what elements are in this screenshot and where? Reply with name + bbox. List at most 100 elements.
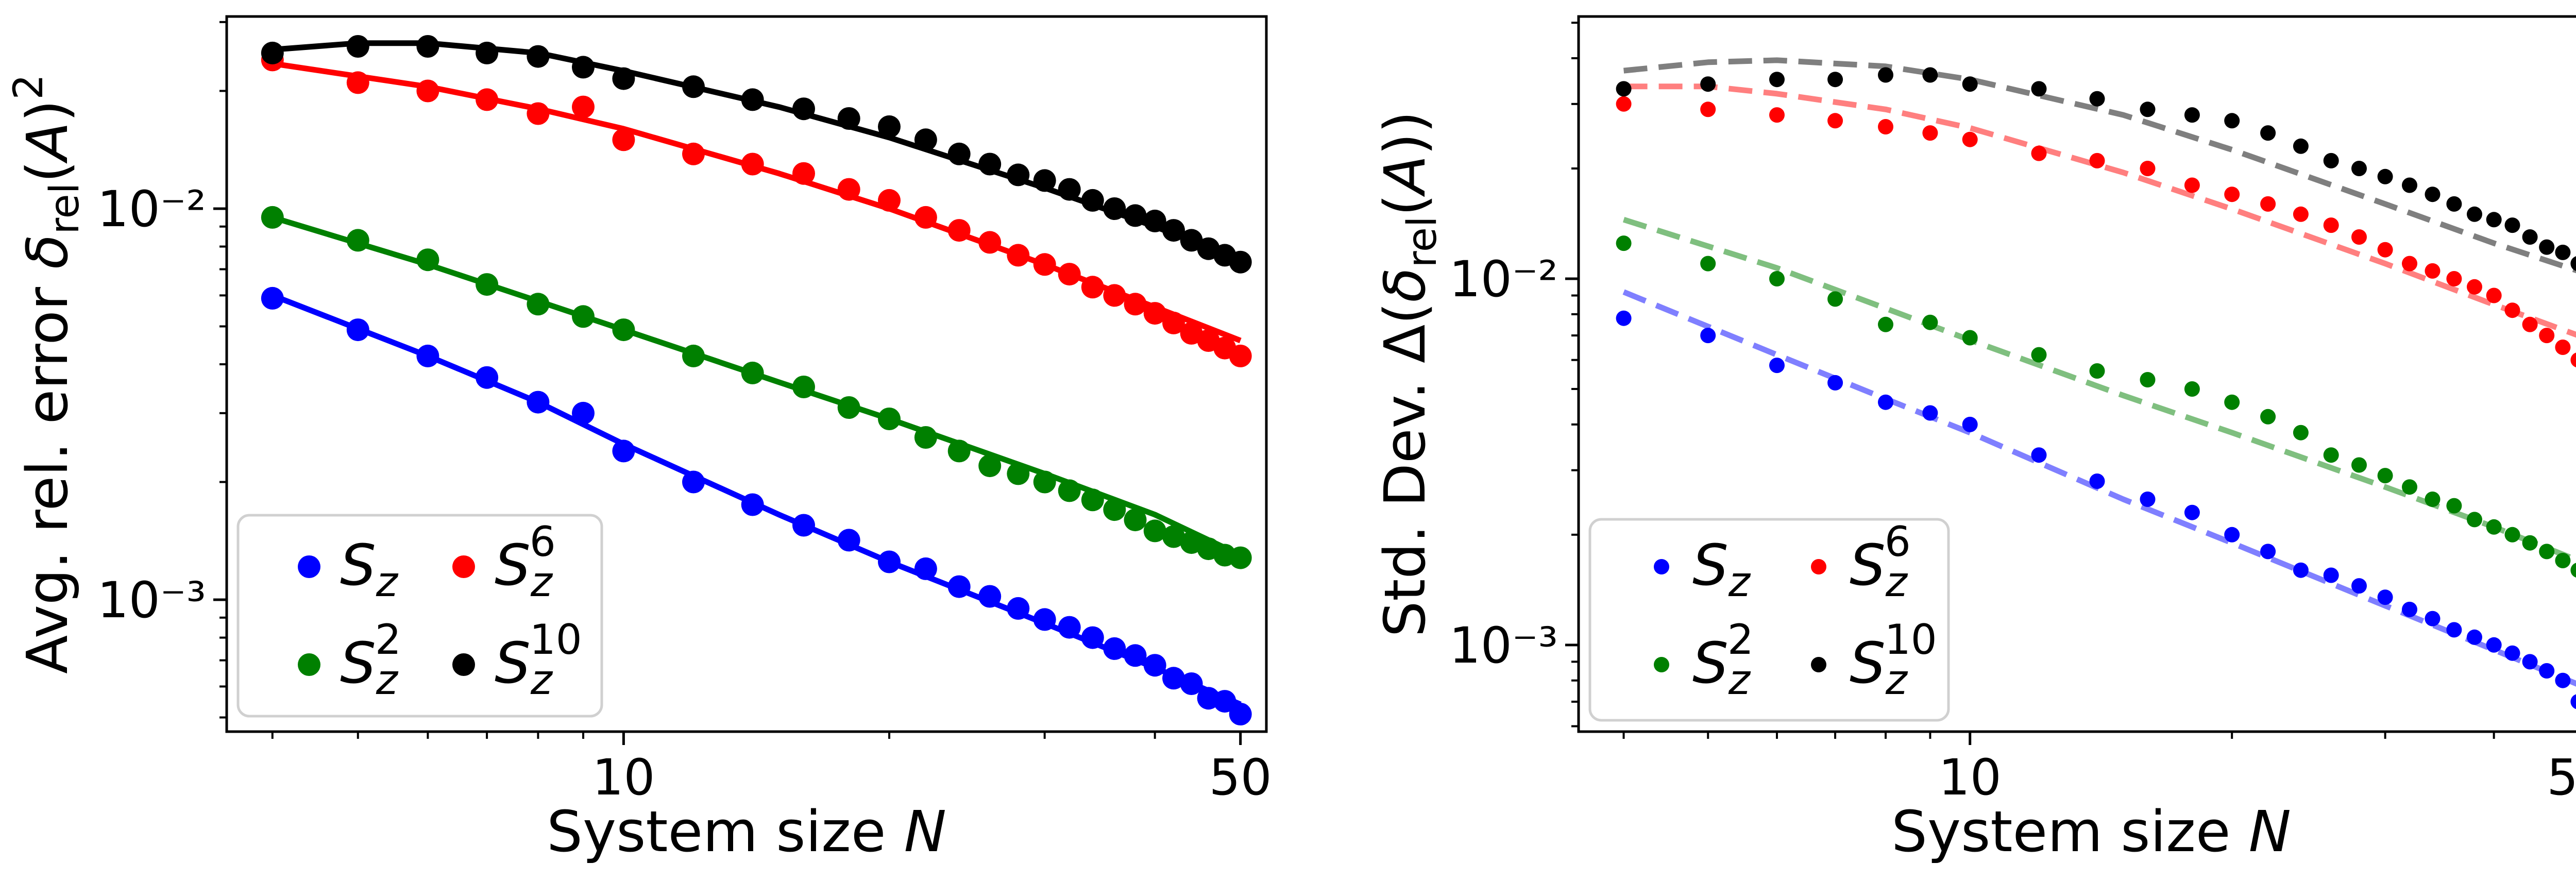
left-point-sz6 (878, 189, 901, 212)
left-point-sz10 (682, 75, 705, 98)
right-legend-label-sz6: Sz6 (1850, 518, 1911, 606)
left-point-sz (1103, 637, 1126, 660)
right-point-sz10 (1962, 76, 1978, 92)
left-y-axis-title-text: Avg. rel. error (14, 269, 80, 674)
right-point-sz (2570, 694, 2576, 709)
left-panel: 10 50 10⁻³ 10⁻² System size N Avg. rel. err… (6, 15, 1272, 865)
left-legend-marker-sz10 (452, 653, 475, 676)
left-point-sz10 (612, 67, 635, 90)
left-point-sz2 (792, 376, 815, 398)
right-point-sz10 (2467, 206, 2482, 222)
left-point-sz10 (527, 45, 550, 68)
left-point-sz (978, 585, 1002, 608)
right-point-sz10 (2377, 168, 2393, 184)
right-point-sz10 (2555, 244, 2571, 260)
left-legend-box (236, 514, 603, 718)
right-fit-line-sz (1622, 289, 2576, 687)
left-point-sz (1229, 703, 1252, 725)
right-point-sz6 (2089, 153, 2105, 168)
right-legend-box (1588, 518, 1950, 722)
right-point-sz2 (2089, 363, 2105, 379)
right-point-sz (2539, 663, 2555, 679)
left-point-sz2 (346, 229, 369, 252)
left-point-sz6 (914, 206, 937, 229)
right-legend-marker-sz6 (1811, 559, 1826, 574)
right-point-sz (2425, 611, 2441, 627)
right-point-sz10 (2323, 153, 2339, 168)
left-point-sz2 (1103, 498, 1126, 521)
right-point-sz10 (1922, 67, 1938, 83)
right-point-sz (2293, 562, 2309, 578)
right-x-tick-label: 50 (2547, 749, 2576, 806)
left-point-sz2 (612, 318, 635, 342)
left-y-axis-title: Avg. rel. error δrel(A)2 (6, 74, 88, 674)
right-y-axis-title-text: Std. Dev. Δ( (1372, 302, 1438, 637)
left-point-sz10 (1058, 178, 1081, 201)
right-point-sz6 (2446, 271, 2462, 286)
right-point-sz (2323, 567, 2339, 583)
right-point-sz6 (2260, 196, 2276, 212)
right-point-sz6 (2486, 287, 2502, 303)
left-point-sz10 (1124, 204, 1147, 227)
right-point-sz (2351, 578, 2367, 594)
left-point-sz (837, 529, 860, 552)
right-point-sz10 (2089, 91, 2105, 107)
right-point-sz6 (2031, 145, 2047, 161)
left-plot-marks (261, 35, 1252, 725)
right-point-sz (2260, 544, 2276, 560)
left-point-sz6 (1180, 321, 1203, 345)
left-point-sz10 (878, 115, 901, 138)
right-point-sz (2402, 601, 2417, 617)
left-point-sz (741, 493, 764, 516)
left-legend-marker-sz2 (298, 653, 320, 676)
left-legend-label-sz10: Sz10 (495, 616, 582, 704)
right-point-sz (1700, 328, 1716, 344)
left-point-sz2 (978, 454, 1002, 478)
right-point-sz6 (1922, 125, 1938, 141)
left-point-sz6 (837, 178, 860, 201)
right-fit-line-sz6 (1623, 83, 2576, 338)
right-point-sz2 (2467, 512, 2482, 528)
left-x-axis-var: N (904, 799, 946, 865)
right-point-sz (1962, 416, 1978, 432)
right-point-sz2 (1827, 291, 1843, 307)
right-point-sz10 (1827, 72, 1843, 88)
left-point-sz6 (1124, 293, 1147, 316)
left-x-axis-title: System size N (547, 799, 946, 865)
left-point-sz (612, 439, 635, 463)
right-point-sz (2031, 447, 2047, 463)
right-point-sz10 (2140, 101, 2156, 117)
right-point-sz2 (1616, 235, 1632, 251)
right-point-sz6 (1769, 107, 1785, 123)
left-point-sz2 (1162, 525, 1185, 548)
right-point-sz10 (2402, 177, 2417, 193)
left-point-sz (1033, 608, 1056, 631)
right-point-sz6 (2323, 217, 2339, 233)
left-point-sz6 (1081, 276, 1104, 299)
left-point-sz (1058, 616, 1081, 639)
right-point-sz6 (2570, 352, 2576, 368)
right-point-sz10 (2260, 125, 2276, 141)
right-point-sz10 (2486, 212, 2502, 228)
right-point-sz10 (2446, 196, 2462, 212)
right-point-sz10 (2293, 138, 2309, 154)
left-point-sz (792, 514, 815, 537)
left-point-sz10 (1162, 219, 1185, 242)
right-point-sz2 (2402, 479, 2417, 495)
right-point-sz6 (2539, 328, 2555, 344)
left-x-tick-label: 50 (1209, 749, 1272, 806)
left-axis-ticks: 10 50 10⁻³ 10⁻² (97, 21, 1272, 806)
right-point-sz10 (2351, 161, 2367, 176)
left-point-sz (476, 366, 499, 389)
left-point-sz10 (1103, 197, 1126, 220)
right-x-tick-label: 10 (1939, 749, 2002, 806)
right-point-sz6 (2504, 302, 2520, 318)
right-point-sz2 (2570, 563, 2576, 578)
right-point-sz6 (2522, 316, 2538, 332)
left-point-sz (1162, 667, 1185, 690)
left-point-sz6 (527, 102, 550, 125)
right-point-sz10 (1700, 76, 1716, 92)
left-point-sz10 (1143, 209, 1166, 232)
right-point-sz6 (1878, 119, 1893, 134)
